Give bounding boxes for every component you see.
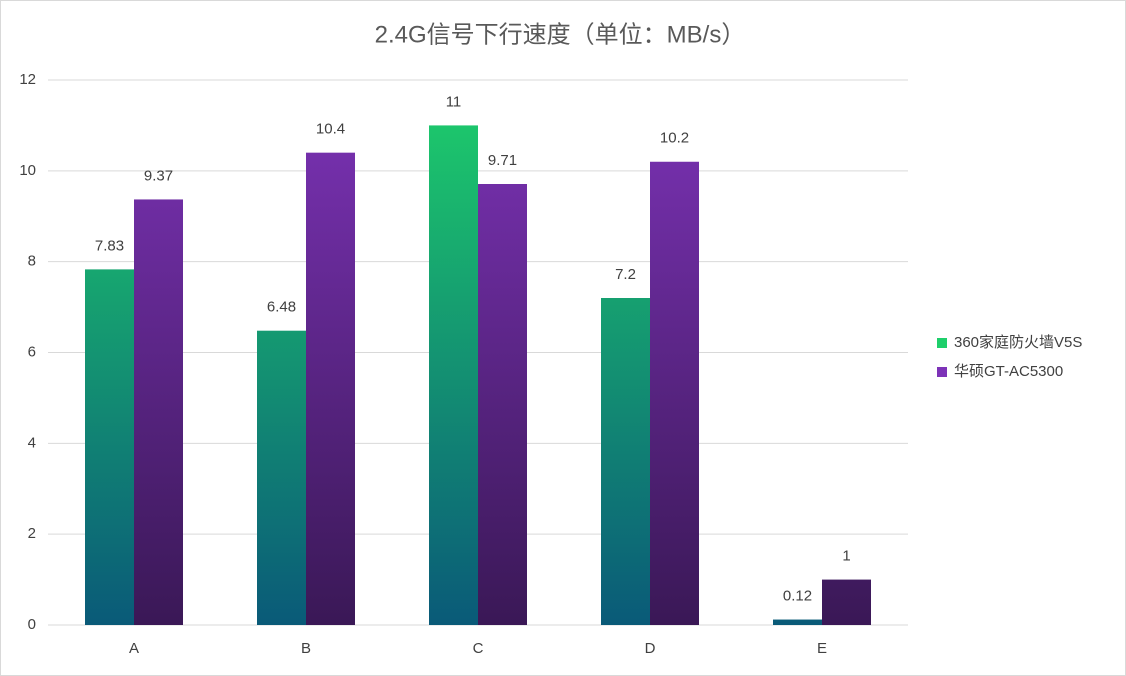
chart-title: 2.4G信号下行速度（单位：MB/s） bbox=[375, 21, 746, 48]
value-label: 7.2 bbox=[615, 266, 636, 283]
x-tick-label: D bbox=[645, 640, 656, 657]
legend-label: 360家庭防火墙V5S bbox=[954, 334, 1082, 351]
bar bbox=[601, 298, 650, 625]
y-tick-label: 6 bbox=[28, 343, 36, 360]
value-label: 10.2 bbox=[660, 130, 689, 147]
y-tick-label: 12 bbox=[19, 71, 36, 88]
bar bbox=[134, 199, 183, 625]
bar bbox=[650, 161, 699, 625]
bar bbox=[257, 330, 306, 625]
value-label: 1 bbox=[842, 548, 850, 565]
x-tick-label: A bbox=[129, 640, 139, 657]
y-tick-label: 4 bbox=[28, 434, 36, 451]
bar bbox=[478, 184, 527, 626]
legend-swatch bbox=[937, 338, 947, 348]
value-label: 7.83 bbox=[95, 237, 124, 254]
legend-label: 华硕GT-AC5300 bbox=[954, 363, 1063, 380]
y-tick-label: 8 bbox=[28, 253, 36, 270]
value-label: 10.4 bbox=[316, 121, 345, 138]
bar bbox=[429, 125, 478, 626]
bar bbox=[306, 152, 355, 625]
value-label: 0.12 bbox=[783, 588, 812, 605]
y-tick-label: 0 bbox=[28, 616, 36, 633]
legend-swatch bbox=[937, 367, 947, 377]
bar bbox=[85, 269, 134, 625]
x-tick-label: E bbox=[817, 640, 827, 657]
value-label: 9.37 bbox=[144, 167, 173, 184]
x-tick-label: C bbox=[473, 640, 484, 657]
y-tick-label: 10 bbox=[19, 162, 36, 179]
bar bbox=[773, 619, 822, 625]
value-label: 11 bbox=[446, 93, 462, 110]
y-tick-label: 2 bbox=[28, 525, 36, 542]
x-tick-label: B bbox=[301, 640, 311, 657]
bar bbox=[822, 579, 871, 625]
value-label: 6.48 bbox=[267, 299, 296, 316]
value-label: 9.71 bbox=[488, 152, 517, 169]
